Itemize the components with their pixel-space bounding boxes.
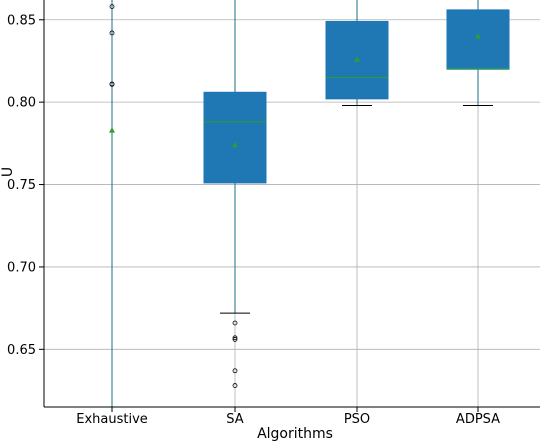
x-tick-label: SA — [226, 412, 243, 427]
outlier-point — [232, 320, 238, 326]
axes — [39, 0, 540, 412]
outlier-point — [232, 383, 238, 388]
box-group-exhaustive — [109, 0, 115, 407]
y-tick-label: 0.85 — [7, 13, 36, 28]
mean-marker — [475, 33, 481, 39]
mean-marker — [354, 56, 360, 62]
box-group-sa — [203, 0, 267, 388]
x-tick-label: Exhaustive — [76, 412, 148, 427]
iqr-box — [446, 9, 510, 70]
plot-area — [109, 0, 510, 407]
mean-marker — [232, 142, 238, 148]
outlier-point — [109, 30, 115, 36]
outlier-point — [109, 4, 115, 9]
outlier-point — [109, 81, 115, 87]
x-tick-label: PSO — [344, 412, 370, 427]
box-group-pso — [325, 0, 389, 106]
x-tick-label: ADPSA — [456, 412, 500, 427]
y-axis-label: U — [0, 167, 16, 177]
tick-labels: 0.65 0.70 0.75 0.80 0.85 Exhaustive SA PSO ADPSA — [7, 13, 500, 427]
x-axis-label: Algorithms — [257, 426, 333, 442]
y-tick-label: 0.70 — [7, 260, 36, 275]
box-group-adpsa — [446, 0, 510, 106]
mean-marker — [109, 127, 115, 133]
outlier-point — [232, 337, 238, 342]
outlier-point — [232, 368, 238, 374]
iqr-box — [203, 91, 267, 184]
y-tick-label: 0.80 — [7, 96, 36, 111]
y-tick-label: 0.75 — [7, 178, 36, 193]
outlier-point — [232, 335, 238, 341]
y-tick-label: 0.65 — [7, 343, 36, 358]
